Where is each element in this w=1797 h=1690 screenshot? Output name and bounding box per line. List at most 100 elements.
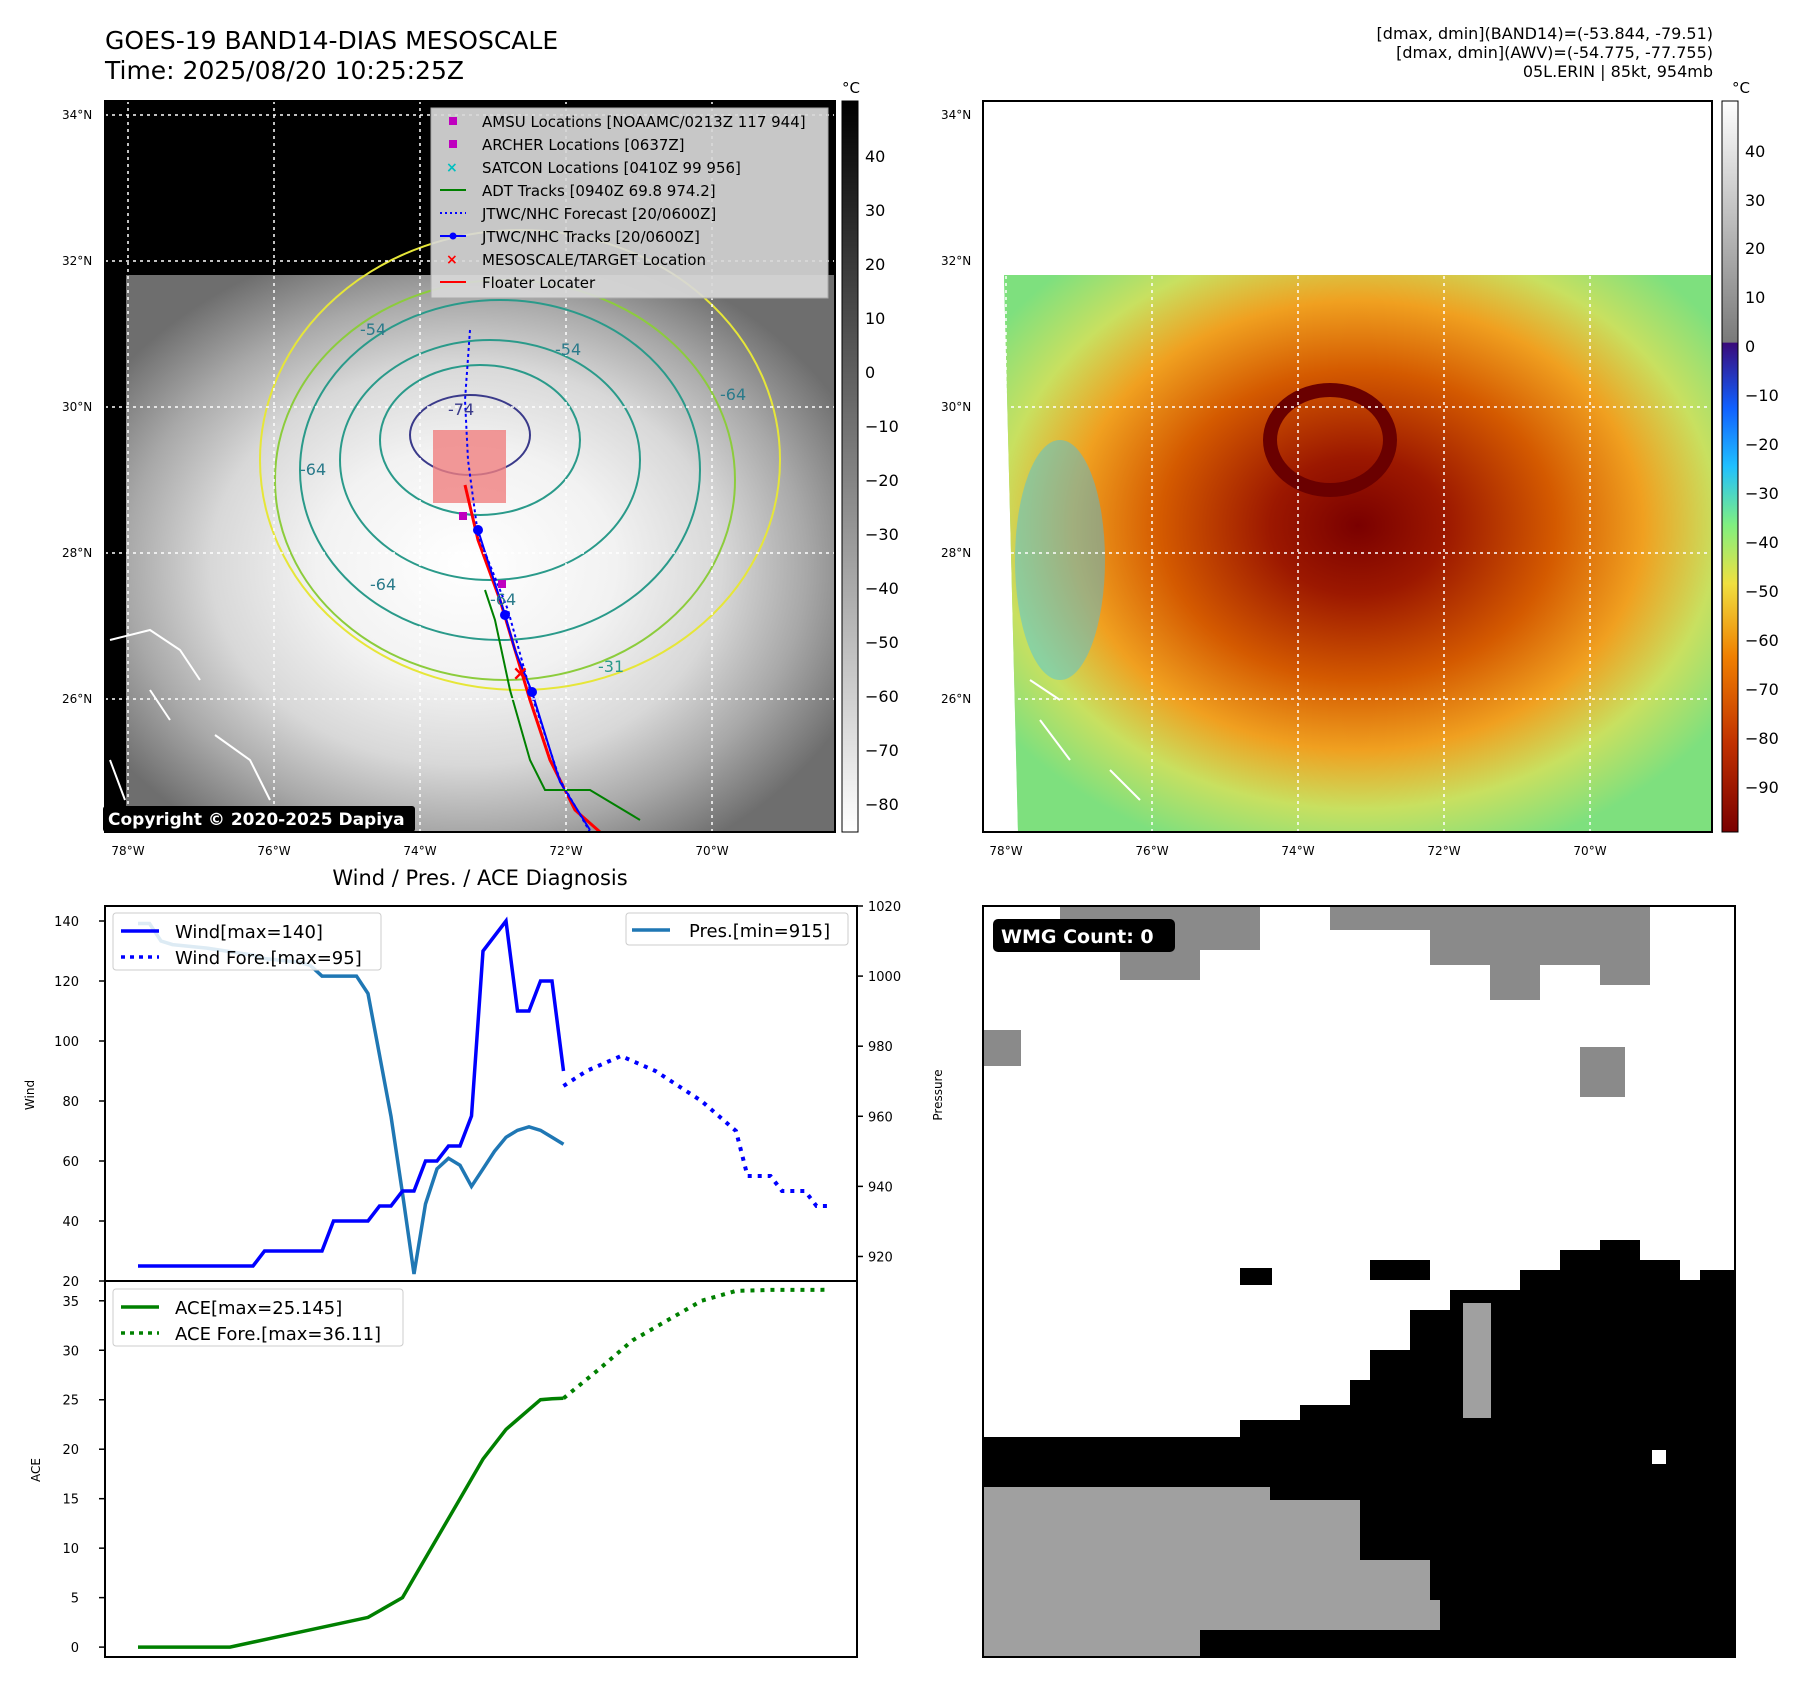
colorbar-tick: −90 [1745,778,1779,797]
lat-label: 32°N [62,254,92,268]
colorbar-tick: 40 [865,147,885,166]
legend-item-satcon: SATCON Locations [0410Z 99 956] [482,159,741,177]
left-map-lon-labels: 78°W 76°W 74°W 72°W 70°W [111,844,728,858]
legend-item-adt: ADT Tracks [0940Z 69.8 974.2] [482,182,716,200]
wind-y-tick: 120 [54,975,79,990]
coastline [109,628,271,801]
lat-label: 32°N [941,254,971,268]
wmg-white-patch [1652,1450,1666,1464]
ir-map-frame [104,100,836,833]
colorbar-gray [841,100,859,833]
lon-label: 70°W [1573,844,1606,858]
ace-y-tick: 30 [62,1344,79,1359]
awv-imagery [1004,275,1712,832]
legend-box [430,107,829,299]
wind-pressure-chart: 140 120 100 80 60 40 20 1020 1000 980 96… [23,900,945,1290]
wmg-count-label: WMG Count: 0 [1001,926,1154,948]
wmg-black-strip [1370,1260,1430,1280]
lat-label: 34°N [62,108,92,122]
contour-teal-mid [339,339,641,581]
lon-label: 72°W [1427,844,1460,858]
contour-label: -64 [300,460,326,479]
colorbar-tick: 0 [1745,337,1755,356]
legend-marker-amsu [449,117,457,125]
colorbar-tick: −30 [865,525,899,544]
wind-y-tick: 100 [54,1035,79,1050]
floater-track [463,484,601,832]
ace-y-tick: 0 [71,1641,79,1656]
target-marker: × [512,661,529,685]
ace-y-tick: 35 [62,1295,79,1310]
lat-label: 30°N [62,400,92,414]
wmg-black-patch [1240,1268,1272,1285]
colorbar-unit: °C [842,79,860,97]
colorbar-tick: 30 [865,201,885,220]
wind-y-tick: 60 [62,1155,79,1170]
left-colorbar: °C 40 30 20 10 0 −10 −20 −30 −40 −50 −60… [841,79,899,833]
wind-y-axis-label: Wind [23,1080,37,1110]
stats-block: [dmax, dmin](BAND14)=(-53.844, -79.51) [… [1377,24,1713,81]
lat-label: 30°N [941,400,971,414]
lon-label: 78°W [111,844,144,858]
legend-item-amsu: AMSU Locations [NOAAMC/0213Z 117 944] [482,113,806,131]
diagnosis-title: Wind / Pres. / ACE Diagnosis [332,866,627,890]
wind-legend-box [112,912,382,971]
ace-y-tick: 25 [62,1394,79,1409]
awv-map-panel [983,101,1712,832]
wmg-gray-region [983,1487,1440,1657]
legend-item-target: MESOSCALE/TARGET Location [482,251,706,269]
right-map-lat-labels: 34°N 32°N 30°N 28°N 26°N [941,108,971,706]
ace-series-line [138,1396,564,1649]
wmg-gray-top-right [1330,906,1650,1000]
nhc-point [500,610,510,620]
colorbar-tick: −20 [1745,435,1779,454]
colorbar-tick: −60 [865,687,899,706]
archer-marker [459,512,467,520]
ace-series-layer [138,1287,829,1649]
contour-label: -31 [598,657,624,676]
figure-title: GOES-19 BAND14-DIAS MESOSCALE Time: 2025… [105,26,558,86]
left-map-lat-labels: 34°N 32°N 30°N 28°N 26°N [62,108,92,706]
right-map-lon-labels: 78°W 76°W 74°W 72°W 70°W [989,844,1606,858]
lat-label: 26°N [941,692,971,706]
colorbar-tick: −40 [865,579,899,598]
amsu-marker [498,580,506,588]
stats-line-1: [dmax, dmin](BAND14)=(-53.844, -79.51) [1376,24,1713,43]
stats-line-3: 05L.ERIN | 85kt, 954mb [1522,62,1713,81]
colorbar-tick: −30 [1745,484,1779,503]
wmg-gray-patch [983,1030,1021,1066]
colorbar-tick: −40 [1745,533,1779,552]
pressure-y-tick: 960 [868,1110,893,1125]
wmg-frame [982,905,1736,1658]
ace-y-tick: 15 [62,1493,79,1508]
colorbar-tick: −50 [865,633,899,652]
lon-label: 76°W [1135,844,1168,858]
pressure-y-tick: 940 [868,1180,893,1195]
lon-label: 74°W [1281,844,1314,858]
colorbar-tick: 20 [865,255,885,274]
lon-label: 78°W [989,844,1022,858]
colorbar-tick: 30 [1745,191,1765,210]
contour-teal-inner [379,364,581,516]
eyewall [1263,383,1397,497]
title-line-1: GOES-19 BAND14-DIAS MESOSCALE [105,26,559,55]
pressure-y-tick: 920 [868,1250,893,1265]
colorbar-tick: −70 [865,741,899,760]
legend-marker-satcon: × [446,160,458,176]
pressure-y-axis-label: Pressure [931,1069,945,1120]
ace-forecast-series-line [562,1287,829,1400]
legend-item-forecast: JTWC/NHC Forecast [20/0600Z] [481,205,716,223]
wind-y-tick: 140 [54,915,79,930]
colorbar-tick: 10 [865,309,885,328]
pressure-y-tick-labels: 1020 1000 980 960 940 920 [868,900,901,1265]
colorbar-ticks: 40 30 20 10 0 −10 −20 −30 −40 −50 −60 −7… [1745,142,1779,797]
lon-label: 72°W [549,844,582,858]
wmg-count-badge [993,919,1175,952]
right-colorbar: °C 40 30 20 10 0 −10 −20 −30 −40 −50 −60… [1721,79,1779,833]
wind-y-tick: 40 [62,1215,79,1230]
colorbar-unit: °C [1732,79,1750,97]
contour-label: -74 [448,400,474,419]
contour-label: -64 [370,575,396,594]
ace-y-tick-labels: 35 30 25 20 15 10 5 0 [62,1295,79,1656]
ace-chart: 35 30 25 20 15 10 5 0 ACE ACE[max=25.145… [29,1280,858,1658]
